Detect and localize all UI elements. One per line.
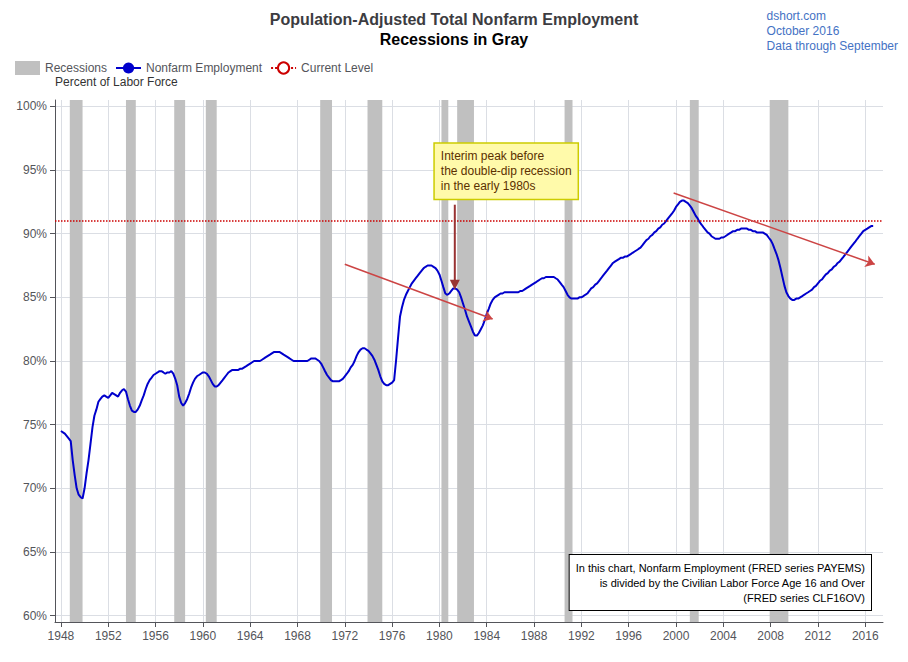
svg-text:1980: 1980 (426, 629, 453, 643)
svg-text:1992: 1992 (568, 629, 595, 643)
svg-text:60%: 60% (23, 609, 47, 623)
svg-text:Recessions: Recessions (45, 61, 107, 75)
svg-text:70%: 70% (23, 481, 47, 495)
svg-text:100%: 100% (16, 99, 47, 113)
svg-text:85%: 85% (23, 290, 47, 304)
svg-text:2016: 2016 (852, 629, 879, 643)
svg-text:95%: 95% (23, 163, 47, 177)
svg-text:in the early 1980s: in the early 1980s (441, 179, 536, 193)
svg-text:1988: 1988 (521, 629, 548, 643)
svg-text:is divided by the Civilian Lab: is divided by the Civilian Labor Force A… (600, 577, 866, 589)
svg-text:1976: 1976 (379, 629, 406, 643)
svg-text:Nonfarm Employment: Nonfarm Employment (146, 61, 263, 75)
svg-text:1984: 1984 (473, 629, 500, 643)
svg-text:Recessions in Gray: Recessions in Gray (380, 31, 529, 48)
svg-text:1960: 1960 (190, 629, 217, 643)
svg-text:Current Level: Current Level (301, 61, 373, 75)
svg-text:75%: 75% (23, 418, 47, 432)
svg-text:Percent of Labor Force: Percent of Labor Force (55, 75, 178, 89)
svg-text:Population-Adjusted Total Nonf: Population-Adjusted Total Nonfarm Employ… (270, 11, 639, 28)
svg-text:1956: 1956 (142, 629, 169, 643)
svg-text:1948: 1948 (48, 629, 75, 643)
svg-text:1964: 1964 (237, 629, 264, 643)
svg-text:1972: 1972 (331, 629, 358, 643)
svg-text:(FRED series CLF16OV): (FRED series CLF16OV) (743, 592, 865, 604)
svg-text:the double-dip recession: the double-dip recession (441, 164, 572, 178)
svg-text:dshort.com: dshort.com (767, 9, 826, 23)
svg-text:Interim peak before: Interim peak before (441, 149, 545, 163)
svg-text:80%: 80% (23, 354, 47, 368)
svg-text:2008: 2008 (757, 629, 784, 643)
svg-text:65%: 65% (23, 545, 47, 559)
svg-text:2004: 2004 (710, 629, 737, 643)
svg-text:2000: 2000 (663, 629, 690, 643)
svg-text:90%: 90% (23, 227, 47, 241)
svg-text:1968: 1968 (284, 629, 311, 643)
svg-text:1952: 1952 (95, 629, 122, 643)
svg-text:October 2016: October 2016 (767, 24, 840, 38)
svg-text:In this chart, Nonfarm Employm: In this chart, Nonfarm Employment (FRED … (576, 562, 865, 574)
svg-text:Data through September: Data through September (767, 39, 898, 53)
svg-text:2012: 2012 (805, 629, 832, 643)
svg-text:1996: 1996 (615, 629, 642, 643)
